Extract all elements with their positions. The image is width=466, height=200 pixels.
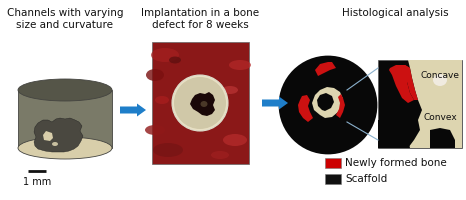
- Polygon shape: [298, 95, 313, 122]
- Polygon shape: [317, 93, 334, 111]
- Text: 1 mm: 1 mm: [23, 177, 51, 187]
- Ellipse shape: [211, 151, 229, 159]
- Polygon shape: [190, 92, 215, 116]
- Ellipse shape: [18, 79, 112, 101]
- FancyArrow shape: [120, 104, 146, 116]
- Polygon shape: [312, 87, 343, 118]
- Ellipse shape: [200, 101, 207, 107]
- Polygon shape: [389, 65, 414, 103]
- Polygon shape: [315, 62, 336, 76]
- Polygon shape: [43, 131, 53, 141]
- Ellipse shape: [151, 48, 179, 62]
- Bar: [378, 60, 462, 148]
- Text: Channels with varying
size and curvature: Channels with varying size and curvature: [7, 8, 123, 30]
- Ellipse shape: [155, 96, 169, 104]
- Ellipse shape: [153, 143, 183, 157]
- Ellipse shape: [145, 125, 165, 135]
- Ellipse shape: [18, 137, 112, 159]
- Ellipse shape: [52, 142, 58, 146]
- Polygon shape: [18, 90, 112, 148]
- FancyArrow shape: [262, 97, 288, 110]
- Polygon shape: [34, 118, 83, 152]
- Polygon shape: [336, 94, 345, 118]
- Text: Convex: Convex: [423, 114, 457, 122]
- Text: Scaffold: Scaffold: [345, 174, 387, 184]
- Ellipse shape: [433, 74, 447, 86]
- Text: Histological analysis: Histological analysis: [342, 8, 448, 18]
- Polygon shape: [430, 128, 455, 148]
- Text: Implantation in a bone
defect for 8 weeks: Implantation in a bone defect for 8 week…: [141, 8, 259, 30]
- Ellipse shape: [20, 138, 110, 158]
- Circle shape: [172, 75, 228, 131]
- Ellipse shape: [229, 60, 251, 70]
- Ellipse shape: [223, 134, 247, 146]
- Circle shape: [280, 57, 376, 153]
- Bar: [152, 42, 249, 164]
- Polygon shape: [400, 65, 418, 100]
- Ellipse shape: [169, 56, 181, 64]
- Ellipse shape: [222, 86, 238, 94]
- Text: Newly formed bone: Newly formed bone: [345, 158, 447, 168]
- Bar: [325, 158, 341, 168]
- Polygon shape: [408, 60, 462, 148]
- Circle shape: [174, 77, 226, 129]
- Text: Concave: Concave: [420, 71, 459, 79]
- Polygon shape: [378, 120, 410, 148]
- Bar: [325, 174, 341, 184]
- Ellipse shape: [146, 69, 164, 81]
